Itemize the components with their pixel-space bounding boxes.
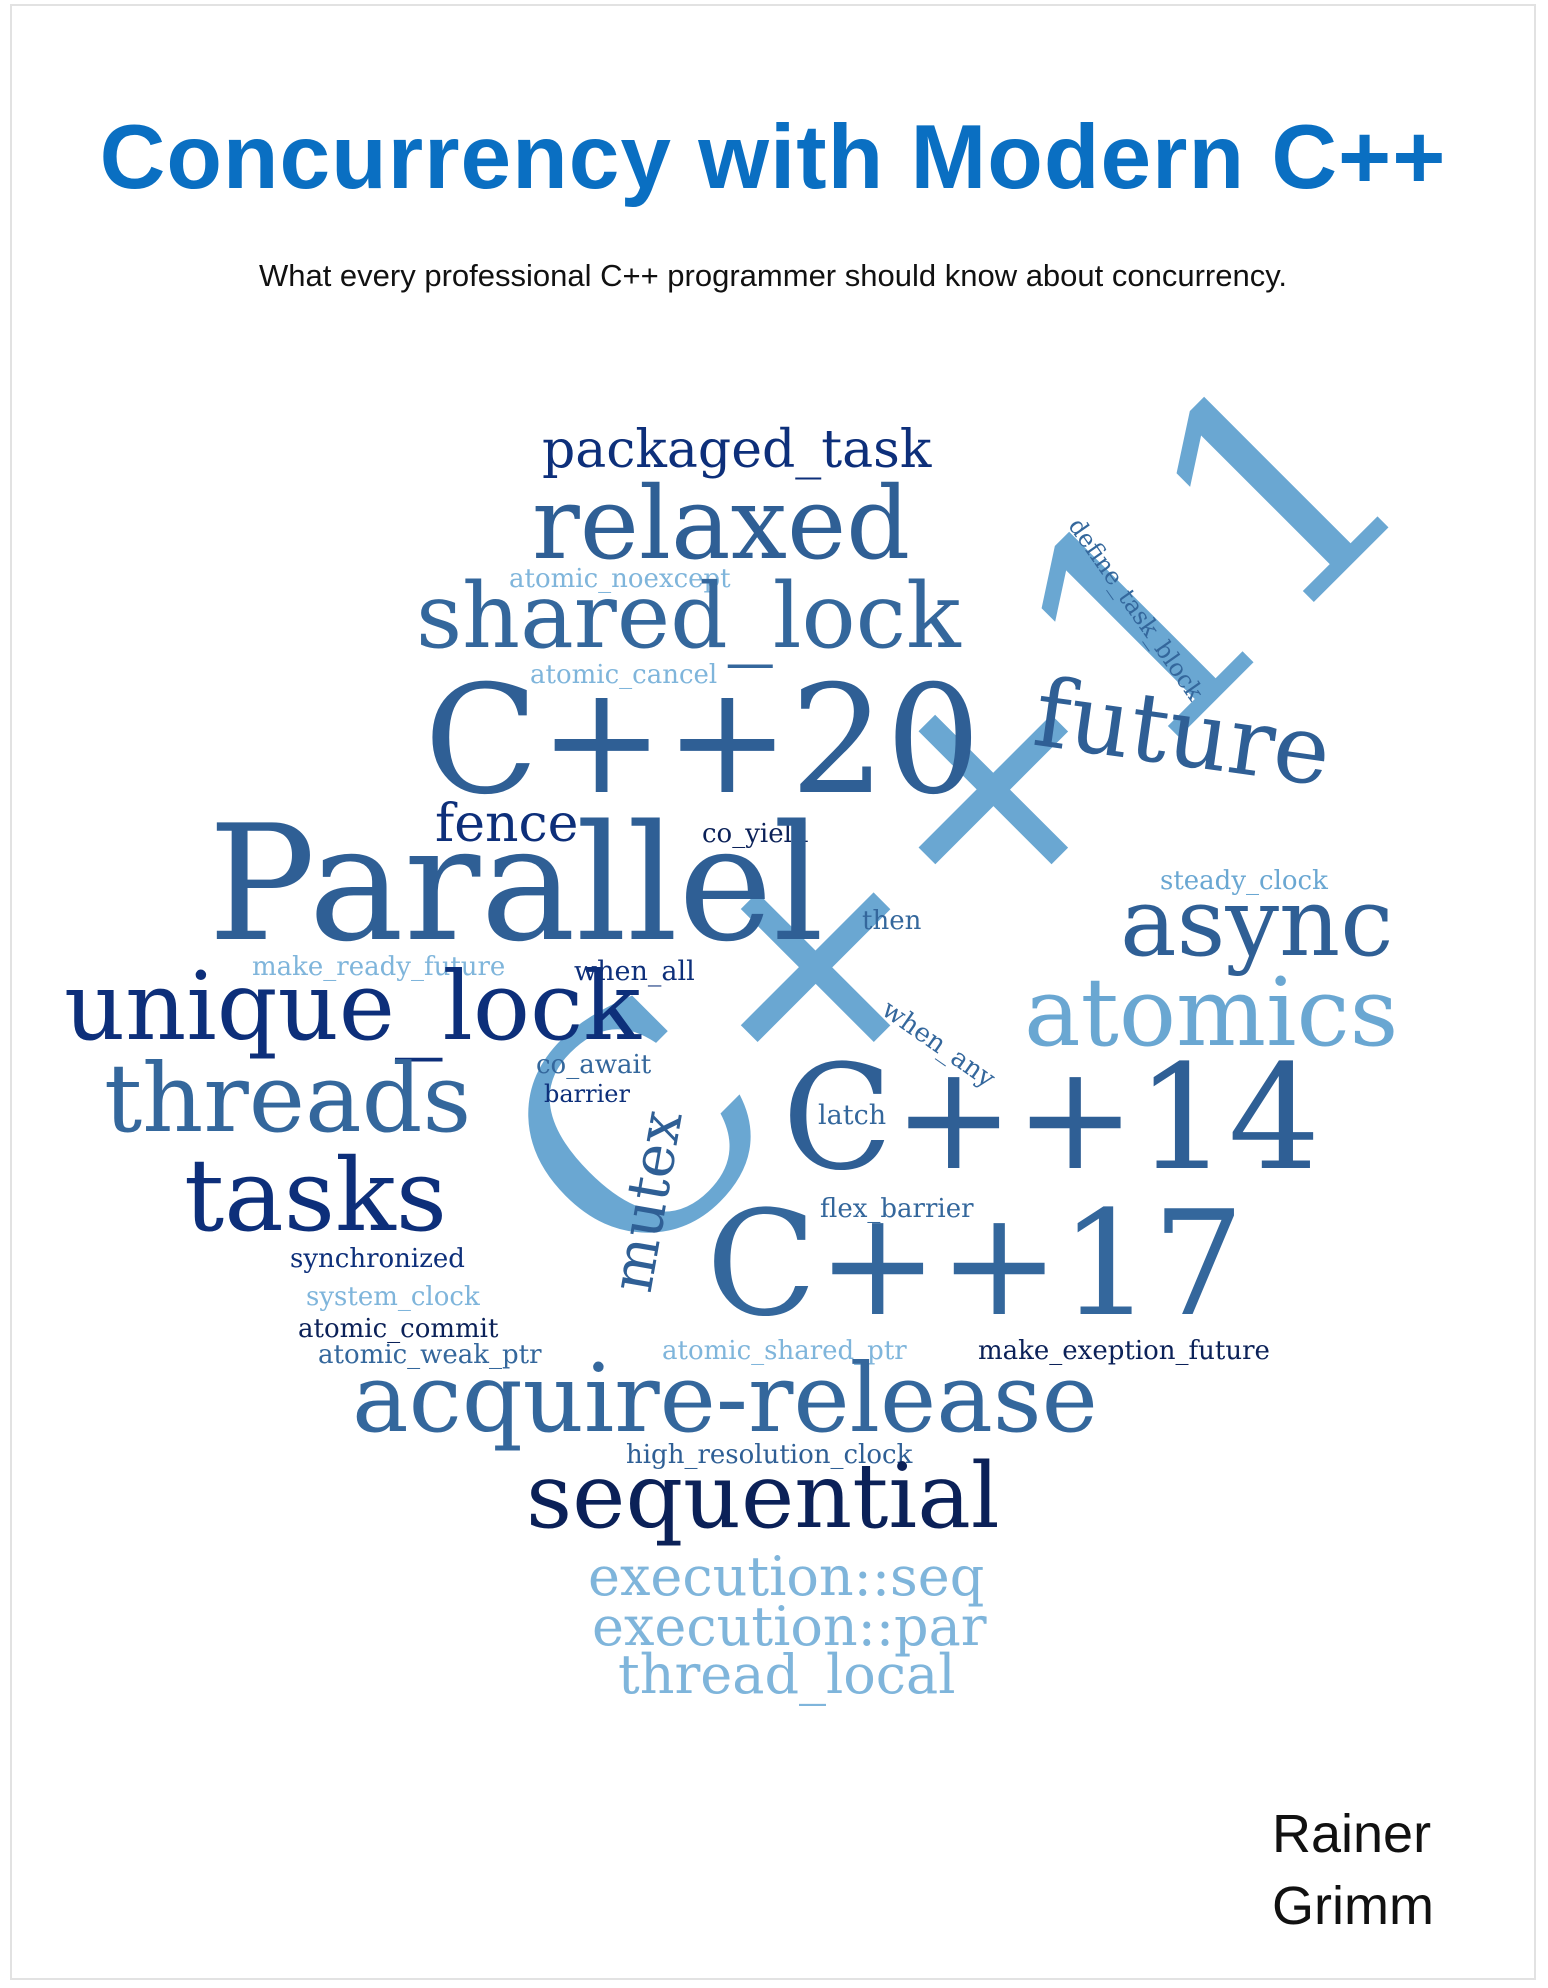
- cloud-word-execution-seq: execution::seq: [588, 1545, 985, 1608]
- cloud-word-atomic-cancel: atomic_cancel: [530, 660, 718, 690]
- cloud-word-relaxed: relaxed: [532, 465, 911, 582]
- cloud-word-threads: threads: [104, 1044, 472, 1154]
- cloud-word-execution-par: execution::par: [592, 1595, 987, 1658]
- cloud-word-atomic-shared-ptr: atomic_shared_ptr: [662, 1336, 907, 1366]
- cloud-word-async: async: [1120, 868, 1394, 978]
- cloud-word-steady-clock: steady_clock: [1160, 866, 1328, 896]
- cloud-word-make-ready-future: make_ready_future: [252, 952, 506, 982]
- cloud-word-when-all: when_all: [574, 956, 695, 987]
- cloud-word-parallel: Parallel: [208, 790, 824, 977]
- cloud-word-atomic-noexcept: atomic_noexcept: [509, 564, 731, 594]
- cloud-word-high-resolution-clock: high_resolution_clock: [626, 1440, 913, 1470]
- author-name: Rainer Grimm: [1272, 1798, 1434, 1942]
- cloud-word-cpp14: C++14: [782, 1034, 1321, 1203]
- book-cover: Concurrency with Modern C++ What every p…: [10, 4, 1536, 1980]
- cloud-word-make-exeption-future: make_exeption_future: [978, 1336, 1270, 1366]
- cloud-word-atomic-weak-ptr: atomic_weak_ptr: [318, 1340, 542, 1370]
- cloud-word-then: then: [862, 906, 922, 936]
- cloud-word-co-await: co_await: [536, 1050, 652, 1080]
- book-title: Concurrency with Modern C++: [99, 107, 1447, 208]
- cloud-word-latch: latch: [818, 1100, 887, 1131]
- cloud-word-fence: fence: [435, 794, 579, 854]
- cloud-word-synchronized: synchronized: [290, 1244, 465, 1274]
- cloud-word-cpp17: C++17: [706, 1180, 1245, 1349]
- cloud-word-thread-local: thread_local: [618, 1643, 956, 1706]
- author-last-name: Grimm: [1272, 1876, 1434, 1936]
- word-cloud: C++11 packaged_task relaxed atomic_noexc…: [12, 6, 1534, 1978]
- cloud-word-cpp20: C++20: [424, 654, 982, 828]
- cloud-word-packaged-task: packaged_task: [542, 420, 932, 480]
- cloud-word-co-yield: co_yield: [702, 819, 809, 849]
- cloud-word-atomics: atomics: [1024, 958, 1399, 1068]
- cloud-word-atomic-commit: atomic_commit: [298, 1314, 499, 1344]
- cloud-word-unique-lock: unique_lock: [64, 952, 641, 1062]
- cloud-word-tasks: tasks: [184, 1137, 448, 1254]
- cloud-word-system-clock: system_clock: [306, 1282, 480, 1312]
- cloud-word-acquire-release: acquire-release: [352, 1344, 1098, 1454]
- cloud-word-shared-lock: shared_lock: [416, 564, 961, 669]
- author-first-name: Rainer: [1272, 1804, 1432, 1864]
- cloud-word-flex-barrier: flex_barrier: [820, 1194, 974, 1224]
- cloud-word-barrier: barrier: [544, 1080, 630, 1108]
- cloud-word-sequential: sequential: [526, 1444, 1000, 1549]
- book-subtitle: What every professional C++ programmer s…: [258, 258, 1288, 293]
